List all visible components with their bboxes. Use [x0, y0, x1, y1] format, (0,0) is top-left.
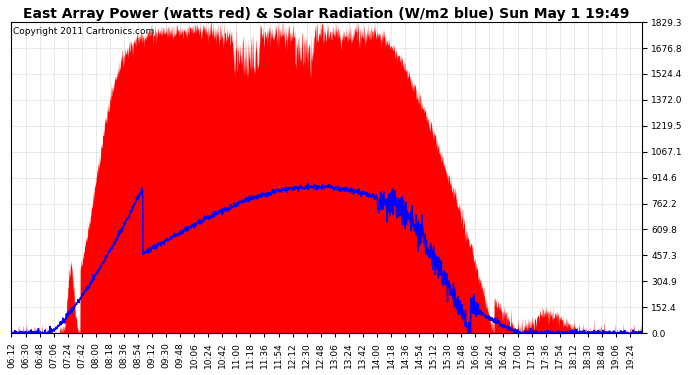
- Text: Copyright 2011 Cartronics.com: Copyright 2011 Cartronics.com: [12, 27, 154, 36]
- Title: East Array Power (watts red) & Solar Radiation (W/m2 blue) Sun May 1 19:49: East Array Power (watts red) & Solar Rad…: [23, 7, 630, 21]
